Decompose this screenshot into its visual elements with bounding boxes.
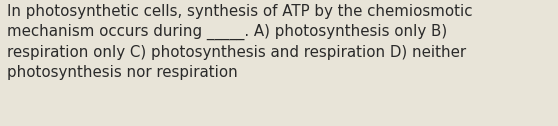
- Text: In photosynthetic cells, synthesis of ATP by the chemiosmotic
mechanism occurs d: In photosynthetic cells, synthesis of AT…: [7, 4, 473, 80]
